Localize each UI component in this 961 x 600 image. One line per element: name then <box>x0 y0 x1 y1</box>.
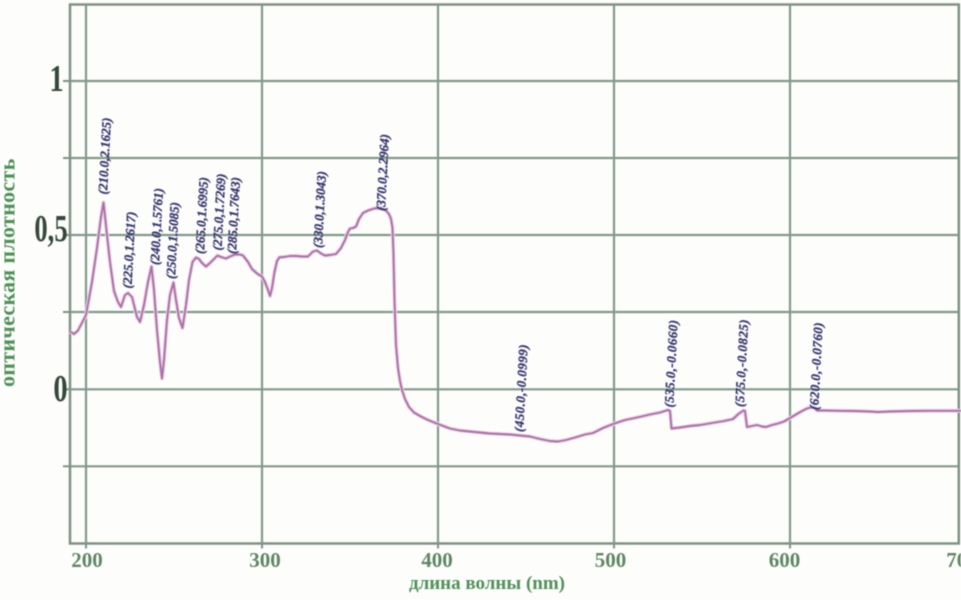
svg-text:(210.0,2.1625): (210.0,2.1625) <box>95 117 114 195</box>
svg-text:0,5: 0,5 <box>34 209 67 251</box>
svg-text:200: 200 <box>71 548 103 572</box>
svg-text:0: 0 <box>53 368 67 410</box>
svg-text:400: 400 <box>421 548 453 572</box>
svg-text:(535.0,-0.0660): (535.0,-0.0660) <box>661 319 681 408</box>
svg-text:300: 300 <box>249 548 281 572</box>
svg-text:длина волны (nm): длина волны (nm) <box>409 573 565 594</box>
svg-text:(250.0,1.5085): (250.0,1.5085) <box>163 202 182 280</box>
svg-text:оптическая плотность: оптическая плотность <box>0 158 20 387</box>
svg-text:1: 1 <box>49 58 63 100</box>
svg-text:(620.0,-0.0760): (620.0,-0.0760) <box>806 322 826 411</box>
svg-text:(575.0,-0.0825): (575.0,-0.0825) <box>732 319 752 408</box>
svg-text:(265.0,1.6995): (265.0,1.6995) <box>192 177 211 255</box>
svg-text:600: 600 <box>769 548 801 572</box>
svg-text:(450.0,-0.0999): (450.0,-0.0999) <box>511 344 531 433</box>
svg-text:(240.0,1.5761): (240.0,1.5761) <box>147 188 166 266</box>
svg-text:(370.0,2.2964): (370.0,2.2964) <box>373 134 392 212</box>
svg-text:500: 500 <box>595 548 627 572</box>
svg-text:(285.0,1.7643): (285.0,1.7643) <box>224 177 243 255</box>
svg-text:(225.0,1.2617): (225.0,1.2617) <box>119 211 138 289</box>
svg-text:700: 700 <box>946 548 961 572</box>
svg-text:(275.0,1.7269): (275.0,1.7269) <box>209 173 228 251</box>
svg-text:(330.0,1.3043): (330.0,1.3043) <box>310 171 329 249</box>
